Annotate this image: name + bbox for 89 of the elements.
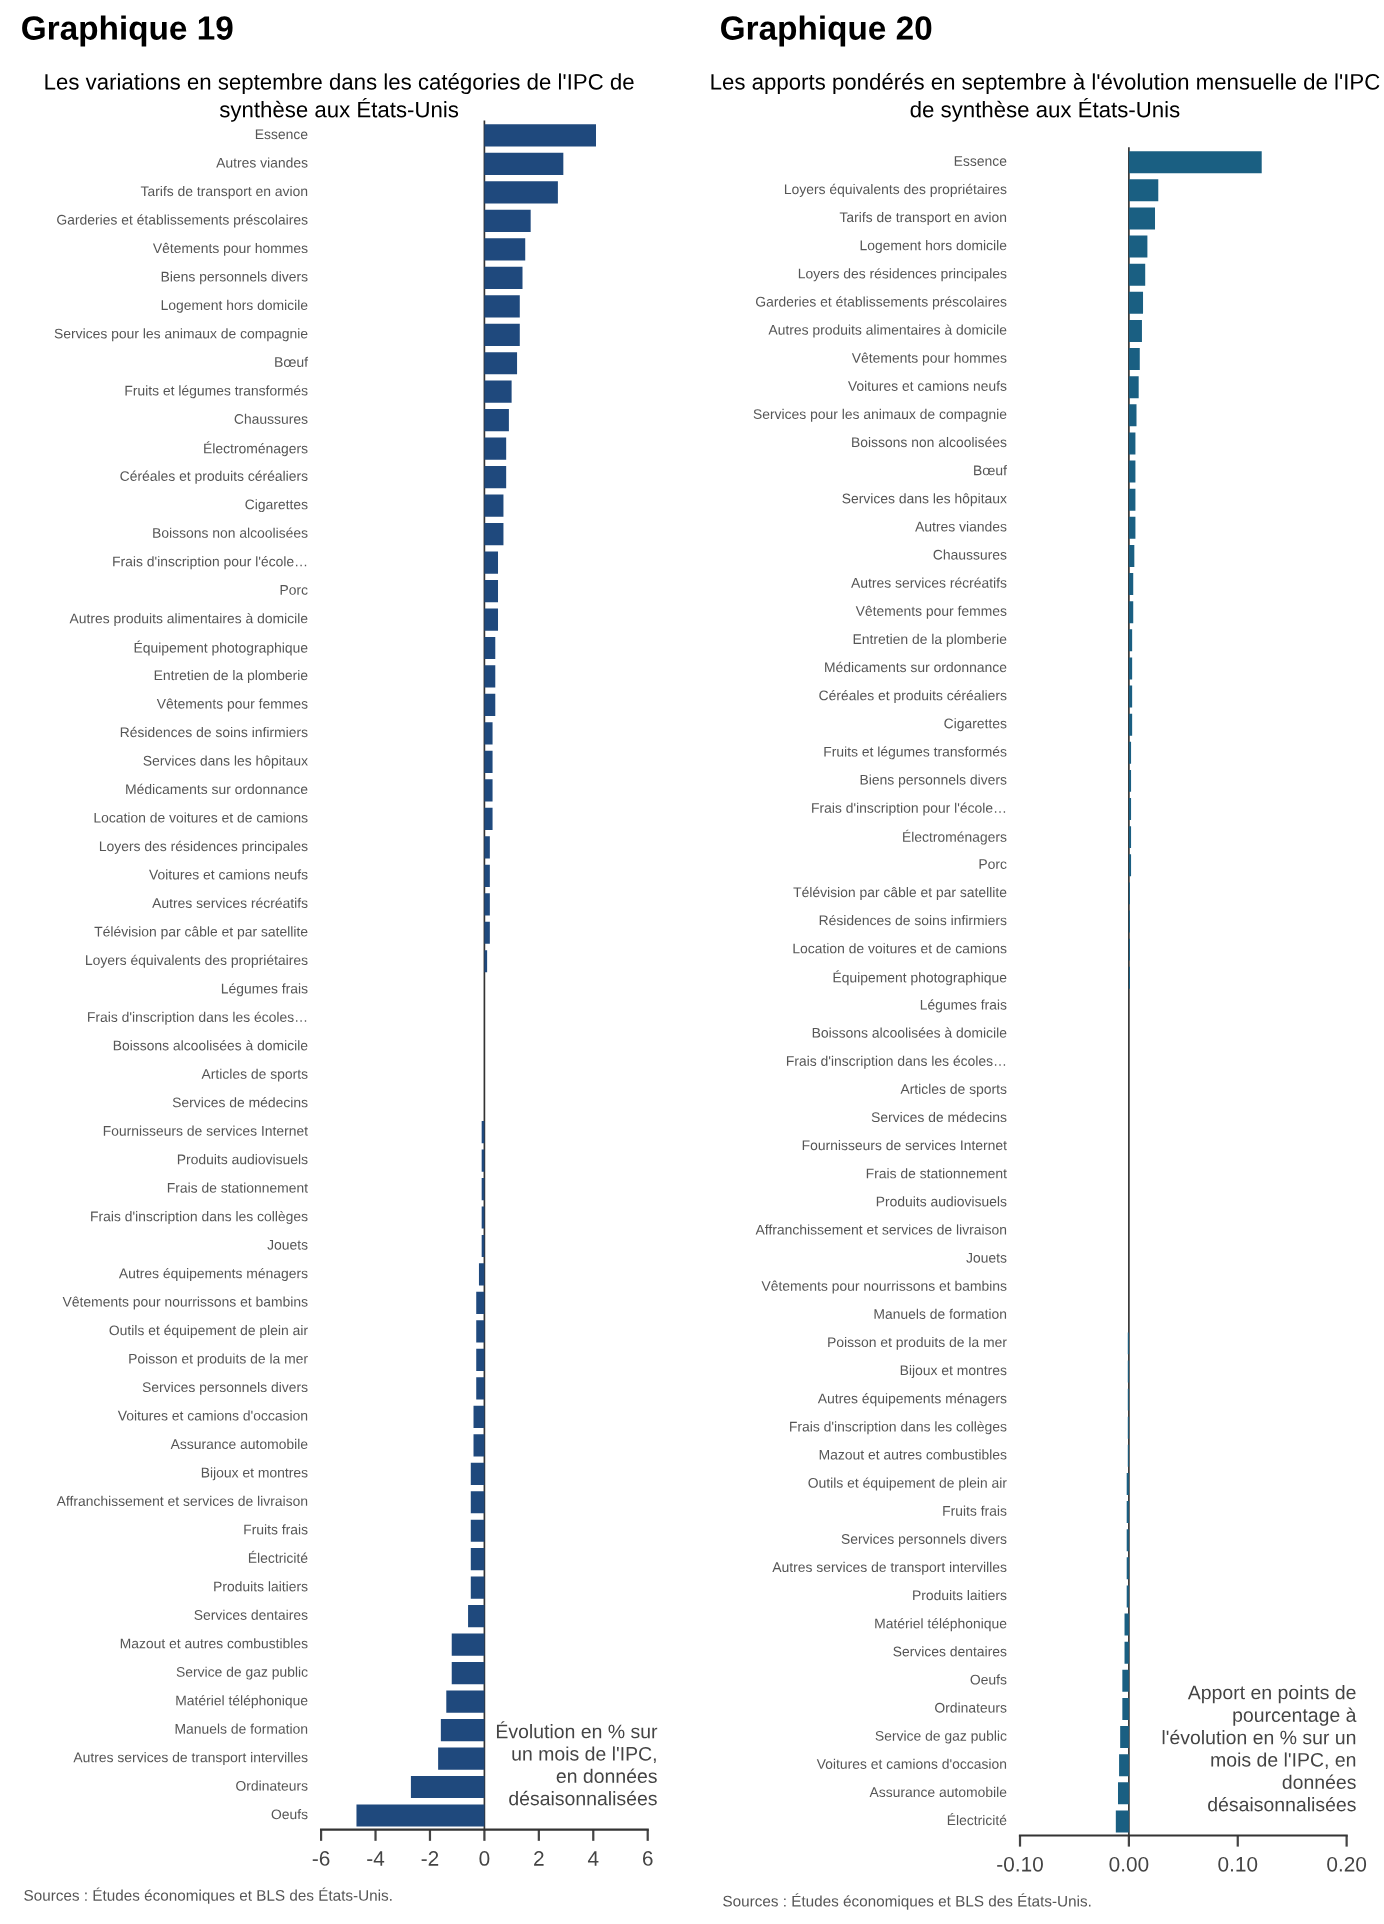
- bar: [484, 750, 493, 774]
- bar: [484, 209, 531, 232]
- bar: [484, 579, 499, 603]
- bar: [470, 1576, 485, 1599]
- bar: [1128, 291, 1144, 314]
- bar: [1128, 348, 1140, 371]
- bar: [1120, 1726, 1129, 1749]
- bar: [484, 779, 493, 802]
- bar: [484, 921, 490, 944]
- bar: [484, 238, 526, 261]
- bar: [484, 409, 509, 432]
- bar: [440, 1718, 485, 1742]
- bar: [484, 466, 507, 489]
- bar: [1115, 1810, 1129, 1833]
- bar: [356, 1804, 485, 1827]
- bar: [1128, 516, 1136, 539]
- bar: [484, 636, 496, 660]
- bar: [438, 1747, 485, 1770]
- bar: [484, 181, 558, 204]
- bar: [484, 380, 512, 403]
- bar: [1128, 404, 1137, 427]
- bar: [473, 1434, 485, 1457]
- bar: [484, 693, 496, 717]
- bar: [470, 1462, 485, 1485]
- bar: [484, 124, 596, 147]
- bar: [1128, 601, 1134, 624]
- bar: [1128, 235, 1148, 258]
- bar: [484, 864, 490, 887]
- x-tick-label: -2: [421, 1851, 439, 1866]
- x-tick-label: 2: [534, 1851, 544, 1866]
- bar: [476, 1291, 485, 1315]
- bar: [1119, 1754, 1129, 1777]
- bar: [1128, 319, 1142, 342]
- annotation: Évolution en % sur un mois de l'IPC, en données désaisonnalisées: [496, 1721, 658, 1806]
- x-tick-label: 0: [479, 1851, 490, 1866]
- x-tick-label: -0.10: [997, 1856, 1043, 1872]
- bar: [470, 1519, 485, 1542]
- bar: [1128, 179, 1159, 202]
- bar: [484, 722, 493, 745]
- bar: [1122, 1697, 1129, 1720]
- x-tick-label: 4: [587, 1851, 599, 1866]
- chart-title: Graphique 20: [721, 15, 932, 47]
- bar: [468, 1605, 485, 1628]
- bar: [484, 437, 507, 460]
- chart-subtitle: Les apports pondérés en septembre à l'évolution mensuelle de l'IPC de synthèse aux États-Unis: [711, 73, 1380, 122]
- bar: [484, 893, 490, 916]
- x-tick-label: 0.10: [1218, 1856, 1258, 1872]
- bar: [1128, 376, 1139, 399]
- bar: [470, 1491, 485, 1514]
- bar: [446, 1690, 485, 1713]
- x-tick-label: -4: [367, 1851, 385, 1866]
- bar: [484, 665, 496, 688]
- bar: [1128, 263, 1146, 286]
- bar: [451, 1633, 485, 1656]
- bar: [484, 608, 499, 631]
- bar: [484, 523, 504, 546]
- bar: [484, 152, 564, 176]
- bar: [1128, 573, 1134, 596]
- bar: [1128, 544, 1135, 567]
- bar: [1128, 460, 1136, 483]
- annotation: Apport en points de pourcentage à l'évolution en % sur un mois de l'IPC, en données désaisonnalisées: [1162, 1685, 1357, 1812]
- bar: [1128, 432, 1136, 455]
- bar: [1128, 207, 1156, 230]
- x-tick-label: 0.20: [1327, 1856, 1367, 1872]
- chart-subtitle: Les variations en septembre dans les catégories de l'IPC de synthèse aux États-Unis: [45, 73, 634, 122]
- bar: [484, 352, 518, 375]
- bar: [484, 266, 523, 289]
- x-tick-label: -6: [312, 1851, 330, 1866]
- bar: [1122, 1669, 1129, 1692]
- bar: [484, 323, 520, 346]
- x-tick-label: 6: [642, 1851, 653, 1866]
- bar: [476, 1320, 485, 1343]
- bar: [478, 1263, 485, 1286]
- bar: [410, 1775, 485, 1799]
- bar: [473, 1405, 485, 1428]
- x-tick-label: 0.00: [1109, 1856, 1149, 1872]
- bar: [1128, 151, 1262, 174]
- bar: [484, 836, 490, 859]
- bar: [484, 494, 504, 517]
- bar: [1128, 488, 1136, 511]
- bar: [476, 1348, 485, 1371]
- chart-title: Graphique 19: [22, 15, 233, 47]
- bar: [1118, 1782, 1129, 1805]
- bar: [451, 1662, 485, 1685]
- bar: [476, 1377, 485, 1400]
- bar: [484, 295, 520, 318]
- bar: [484, 807, 493, 830]
- bar: [484, 551, 499, 574]
- bar: [470, 1548, 485, 1571]
